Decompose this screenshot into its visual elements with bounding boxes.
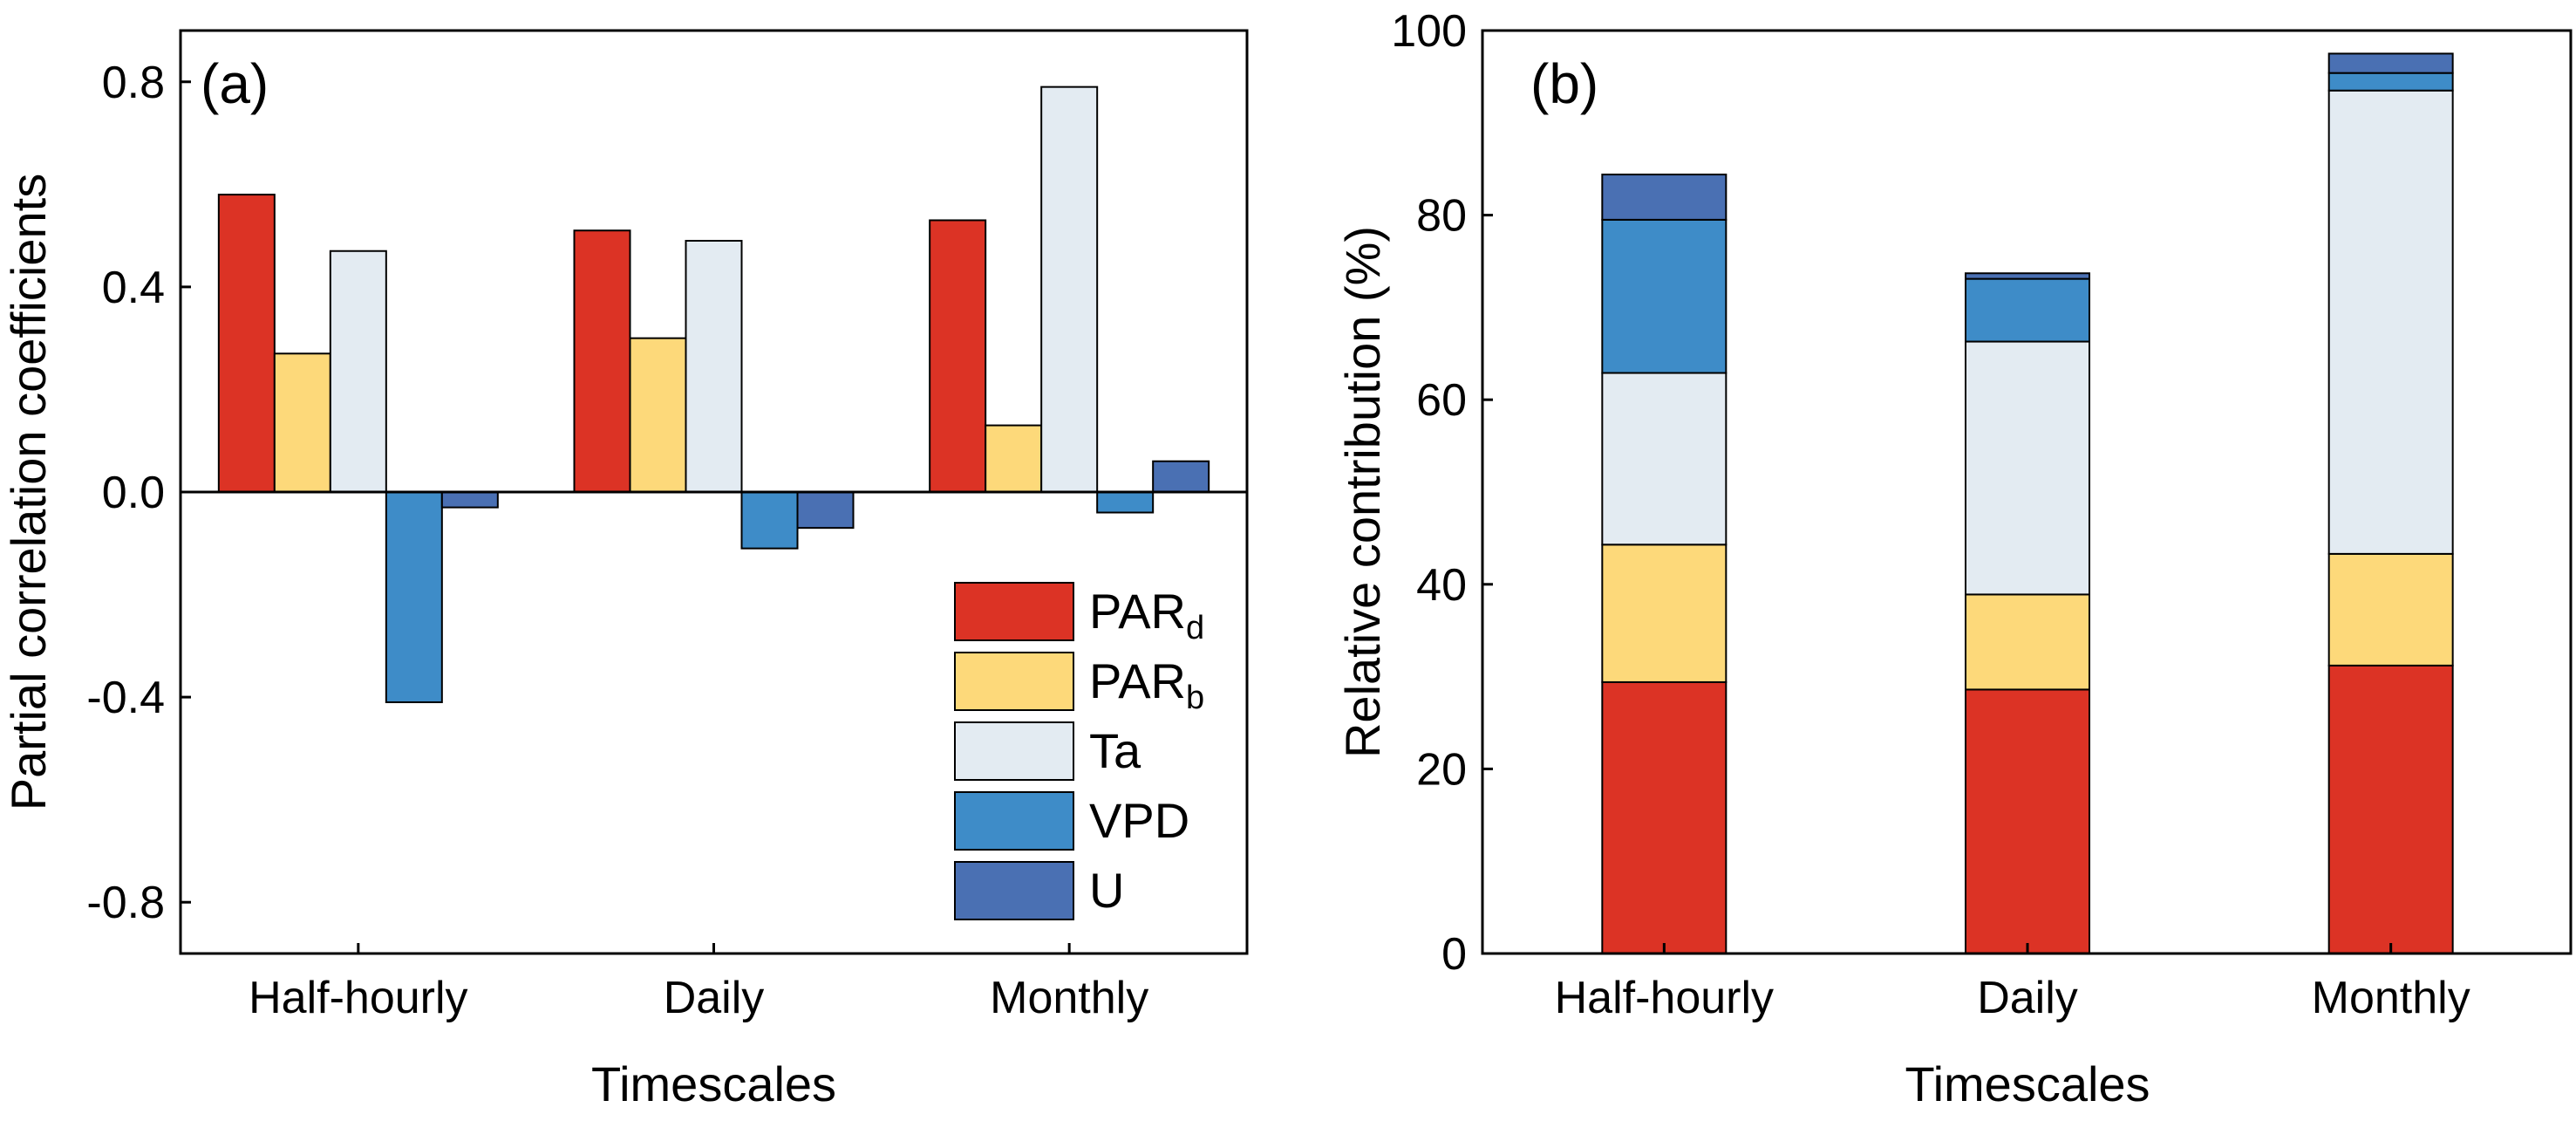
legend-swatch-pard xyxy=(954,582,1074,641)
x-tick-label-a-monthly: Monthly xyxy=(990,973,1148,1023)
x-tick-label-b-daily: Daily xyxy=(1977,973,2078,1023)
y-tick-label-a-2: 0.0 xyxy=(102,468,165,518)
bar-b-ta-daily xyxy=(1965,340,2090,596)
legend-swatch-u xyxy=(954,861,1074,920)
bar-b-pard-monthly xyxy=(2327,664,2454,954)
bar-b-parb-half-hourly xyxy=(1601,543,1728,683)
panel-b-bars xyxy=(1601,52,2454,954)
x-tick-label-a-half-hourly: Half-hourly xyxy=(249,973,467,1023)
bar-a-u-monthly xyxy=(1152,460,1210,494)
y-tick-label-a-1: -0.4 xyxy=(86,673,165,723)
legend-label-u: U xyxy=(1089,863,1124,918)
y-tick-label-b-3: 60 xyxy=(1416,375,1467,426)
bar-b-parb-daily xyxy=(1965,593,2090,691)
bar-a-parb-monthly xyxy=(985,424,1043,494)
panel-a-ticks: Half-hourly Daily Monthly -0.8 -0.4 0.0 0.4 0.8 xyxy=(86,58,1148,1023)
legend-label-pard: PARd xyxy=(1089,584,1204,646)
bar-b-vpd-daily xyxy=(1965,277,2090,343)
bar-b-pard-daily xyxy=(1965,688,2090,954)
x-tick-label-b-half-hourly: Half-hourly xyxy=(1555,973,1774,1023)
bar-b-u-half-hourly xyxy=(1601,174,1728,221)
bar-b-ta-monthly xyxy=(2327,89,2454,555)
panel-a-bars xyxy=(217,85,1210,703)
legend-label-parb: PARb xyxy=(1089,653,1204,716)
bar-a-u-half-hourly xyxy=(440,491,499,509)
y-tick-label-b-4: 80 xyxy=(1416,191,1467,242)
panel-a-legend: PARd PARb Ta VPD U xyxy=(954,582,1204,920)
y-tick-label-b-0: 0 xyxy=(1441,929,1467,980)
y-tick-label-a-4: 0.8 xyxy=(102,58,165,108)
bar-a-ta-monthly xyxy=(1040,85,1099,494)
panel-a-y-axis-title: Partial correlation coefficients xyxy=(1,174,56,810)
panel-b-x-axis-title: Timescales xyxy=(1905,1056,2150,1111)
x-tick-label-a-daily: Daily xyxy=(664,973,765,1023)
bar-b-pard-half-hourly xyxy=(1601,680,1728,954)
bar-b-parb-monthly xyxy=(2327,552,2454,666)
y-tick-label-b-2: 40 xyxy=(1416,560,1467,611)
bar-a-pard-daily xyxy=(573,229,631,493)
panel-b-y-axis-title: Relative contribution (%) xyxy=(1335,226,1390,758)
bar-a-vpd-half-hourly xyxy=(385,491,443,703)
bar-a-ta-half-hourly xyxy=(329,249,387,493)
bar-a-ta-daily xyxy=(685,239,743,493)
legend-swatch-vpd xyxy=(954,791,1074,851)
x-tick-label-b-monthly: Monthly xyxy=(2312,973,2470,1023)
bar-b-ta-half-hourly xyxy=(1601,372,1728,546)
panel-b-label: (b) xyxy=(1530,52,1598,115)
bar-b-vpd-half-hourly xyxy=(1601,218,1728,374)
y-tick-label-a-3: 0.4 xyxy=(102,263,165,313)
panel-a-x-axis-title: Timescales xyxy=(591,1056,836,1111)
bar-a-vpd-monthly xyxy=(1096,491,1155,514)
bar-a-u-daily xyxy=(796,491,855,530)
legend-label-ta: Ta xyxy=(1089,723,1141,778)
legend-swatch-parb xyxy=(954,652,1074,711)
panel-b-ticks: Half-hourly Daily Monthly 0 20 40 60 80 100 xyxy=(1391,6,2470,1023)
y-tick-label-b-1: 20 xyxy=(1416,744,1467,795)
panel-a-chart: Half-hourly Daily Monthly -0.8 -0.4 0.0 0.4 0.8… xyxy=(1,29,1249,1111)
bar-a-parb-half-hourly xyxy=(273,352,331,493)
bar-a-pard-half-hourly xyxy=(217,194,276,493)
bar-b-u-monthly xyxy=(2327,52,2454,74)
legend-swatch-ta xyxy=(954,721,1074,781)
bar-b-vpd-monthly xyxy=(2327,72,2454,92)
bar-a-pard-monthly xyxy=(929,219,987,493)
bar-b-u-daily xyxy=(1965,272,2090,280)
bar-a-vpd-daily xyxy=(740,491,799,550)
y-tick-label-b-5: 100 xyxy=(1391,6,1467,57)
bar-a-parb-daily xyxy=(629,337,687,493)
y-tick-label-a-0: -0.8 xyxy=(86,878,165,928)
legend-label-vpd: VPD xyxy=(1089,793,1189,848)
panel-a-label: (a) xyxy=(201,52,269,115)
